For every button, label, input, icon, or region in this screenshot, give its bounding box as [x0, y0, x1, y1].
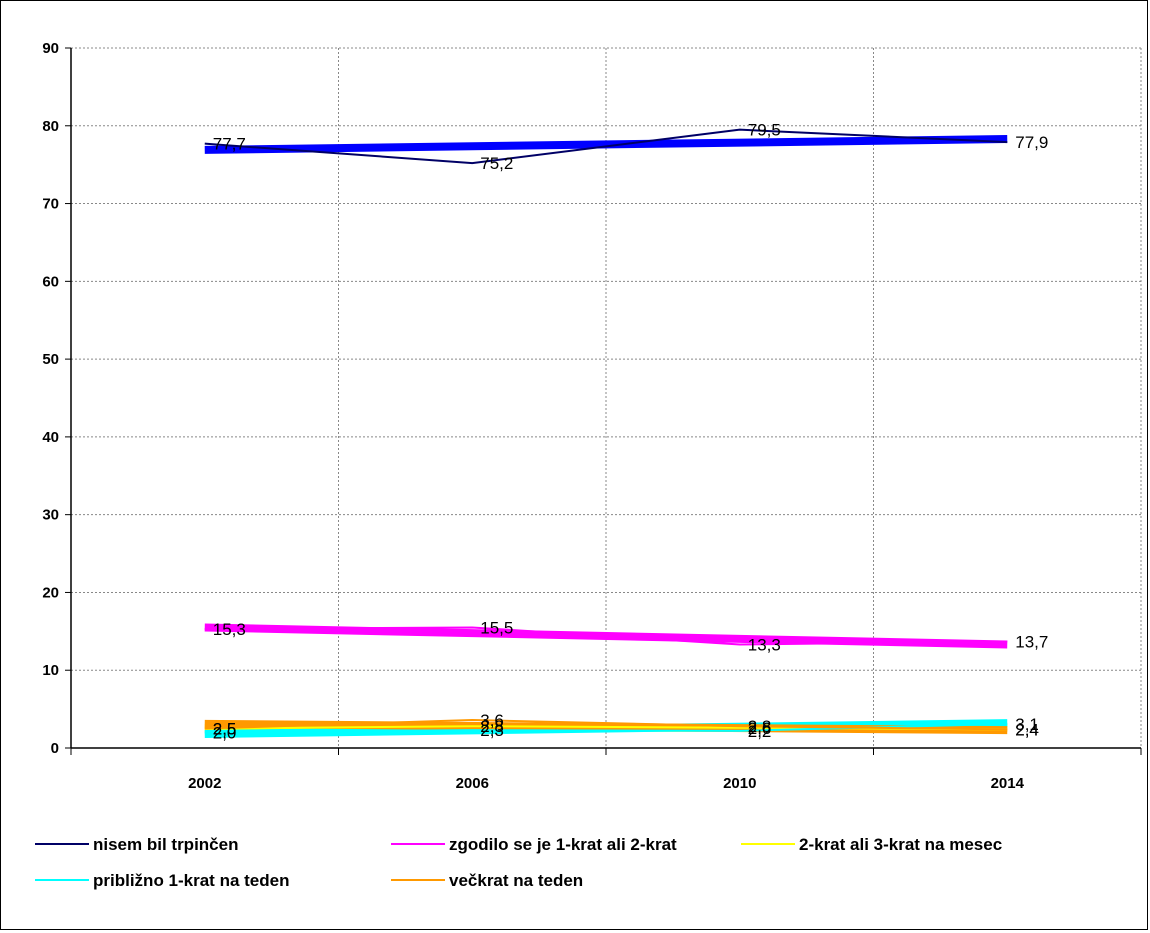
trendline: [204, 135, 1008, 154]
data-label: 2,8: [480, 717, 504, 736]
data-label: 2,8: [748, 717, 772, 736]
x-tick-label: 2006: [456, 775, 489, 792]
y-axis-ticks: 0 10 20 30 40 50 60 70 80 90: [42, 40, 71, 757]
legend-label: 2-krat ali 3-krat na mesec: [799, 835, 1002, 854]
data-label: 75,2: [480, 154, 513, 173]
y-tick-label: 90: [42, 40, 59, 57]
data-labels: 77,775,279,577,915,3 15,513,3 13,72,5 2,8 2,…: [213, 121, 1049, 743]
gridlines: [71, 47, 1142, 748]
y-tick-label: 50: [42, 351, 59, 368]
series-line: [204, 626, 1008, 646]
data-label: 3,1: [1015, 715, 1039, 734]
legend-label: večkrat na teden: [449, 871, 583, 890]
y-tick-label: 20: [42, 584, 59, 601]
data-label: 2,0: [213, 723, 237, 742]
data-label: 2,6: [748, 719, 772, 738]
x-tick-label: 2014: [991, 775, 1025, 792]
y-tick-label: 30: [42, 507, 59, 524]
x-tick-label: 2010: [723, 775, 756, 792]
legend-label: približno 1-krat na teden: [93, 871, 289, 890]
data-label: 2,4: [1015, 720, 1039, 739]
data-label: 13,3: [748, 636, 781, 655]
data-label: 3,6: [480, 711, 504, 730]
series-line: [204, 718, 1008, 731]
data-label: 15,3: [213, 620, 246, 639]
y-tick-label: 0: [51, 740, 59, 757]
y-tick-label: 70: [42, 196, 59, 213]
legend: nisem bil trpinčen zgodilo se je 1-krat a…: [35, 835, 1002, 890]
data-label: 2,3: [480, 721, 504, 740]
data-label: 2,2: [748, 722, 772, 741]
y-tick-label: 80: [42, 118, 59, 135]
data-label: 13,7: [1015, 632, 1048, 651]
data-label: 2,5: [213, 720, 237, 739]
x-axis-ticks: 2002 2006 2010 2014: [70, 748, 1142, 792]
y-tick-label: 60: [42, 273, 59, 290]
data-label: 77,7: [213, 135, 246, 154]
series-lines: [204, 128, 1008, 734]
y-tick-label: 10: [42, 662, 59, 679]
series-line: [204, 128, 1008, 165]
data-label: 2,4: [1015, 720, 1039, 739]
data-label: 79,5: [748, 121, 781, 140]
y-tick-label: 40: [42, 429, 59, 446]
x-tick-label: 2002: [188, 775, 221, 792]
data-label: 15,5: [480, 618, 513, 637]
data-label: 2,5: [213, 720, 237, 739]
data-label: 77,9: [1015, 133, 1048, 152]
legend-label: nisem bil trpinčen: [93, 835, 238, 854]
legend-label: zgodilo se je 1-krat ali 2-krat: [449, 835, 677, 854]
